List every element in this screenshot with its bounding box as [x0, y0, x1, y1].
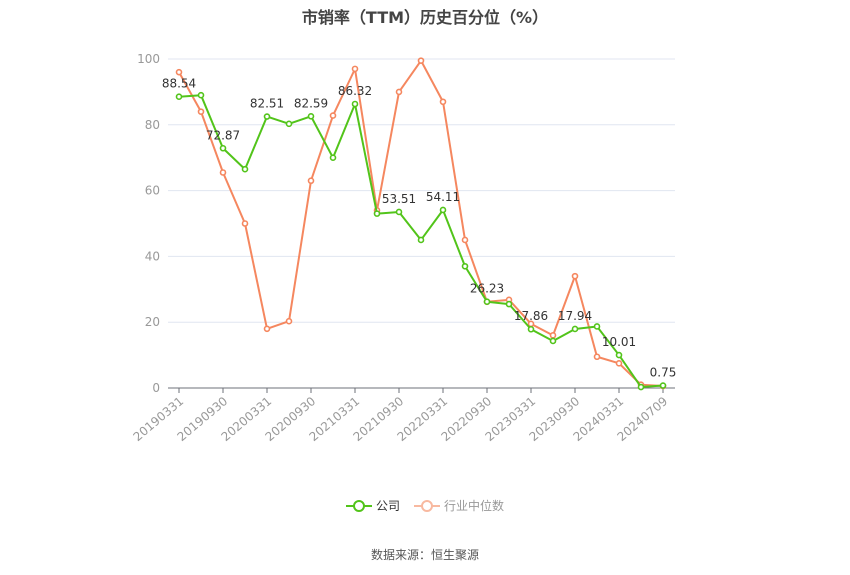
svg-text:60: 60	[145, 184, 160, 198]
grid-lines	[168, 58, 675, 323]
svg-text:80: 80	[145, 118, 160, 132]
svg-text:17.94: 17.94	[558, 309, 592, 323]
svg-text:100: 100	[137, 52, 160, 66]
svg-text:17.86: 17.86	[514, 309, 548, 323]
svg-text:82.51: 82.51	[250, 97, 284, 111]
svg-text:82.59: 82.59	[294, 96, 328, 110]
svg-text:10.01: 10.01	[602, 335, 636, 349]
legend-label-industry: 行业中位数	[444, 499, 505, 513]
y-axis: 0 20 40 60 80 100	[137, 52, 160, 395]
legend-item-industry[interactable]: 行业中位数	[414, 497, 504, 514]
legend: 公司 行业中位数	[0, 497, 850, 514]
data-source: 数据来源：恒生聚源	[370, 548, 479, 562]
legend-industry-icon	[414, 499, 440, 512]
legend-item-company[interactable]: 公司	[345, 497, 400, 514]
svg-text:54.11: 54.11	[426, 190, 460, 204]
legend-label-company: 公司	[375, 499, 400, 513]
legend-company-icon	[345, 499, 372, 512]
svg-text:53.51: 53.51	[382, 192, 416, 206]
series-company[interactable]	[175, 91, 667, 391]
svg-text:20: 20	[145, 315, 160, 329]
svg-text:88.54: 88.54	[162, 77, 196, 91]
x-axis: 2019033120190930202003312020093020210331…	[131, 387, 675, 444]
svg-text:0: 0	[152, 381, 160, 395]
svg-text:86.32: 86.32	[338, 84, 372, 98]
svg-text:40: 40	[145, 249, 160, 263]
svg-text:72.87: 72.87	[206, 128, 240, 142]
chart-title: 市销率（TTM）历史百分位（%）	[301, 8, 549, 27]
svg-text:0.75: 0.75	[650, 366, 677, 380]
svg-text:26.23: 26.23	[470, 282, 504, 296]
data-labels: 88.54 72.87 82.51 82.59 86.32 53.51 54.11 26.23…	[162, 77, 677, 380]
